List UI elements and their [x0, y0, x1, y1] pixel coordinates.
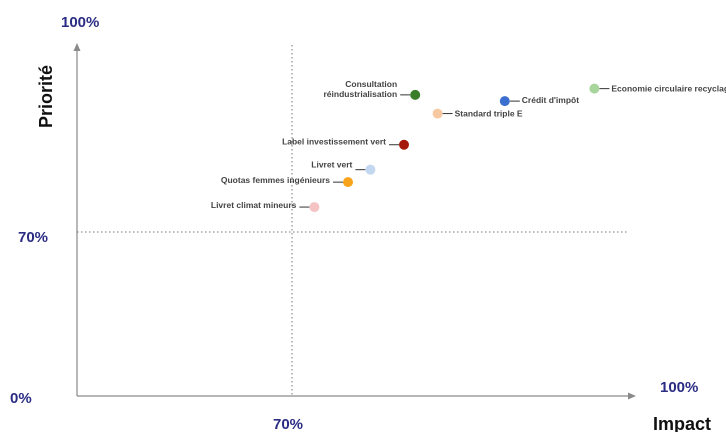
x-axis-arrow — [628, 392, 636, 400]
y-mid-tick-label: 70% — [18, 229, 48, 246]
point-4-label: Label investissement vert — [282, 137, 386, 147]
x-mid-tick-label: 70% — [273, 416, 303, 432]
point-1-marker — [499, 96, 510, 107]
point-6-marker — [343, 177, 353, 188]
x-axis-title: Impact — [653, 414, 711, 432]
point-4-marker — [399, 139, 409, 150]
point-7-marker — [309, 202, 320, 213]
point-5-label: Livret vert — [311, 160, 352, 170]
point-2-label: Consultation réindustrialisation — [324, 79, 398, 99]
point-7-label: Livret climat mineurs — [211, 200, 297, 210]
point-3-label: Standard triple E — [455, 109, 523, 119]
y-max-tick-label: 100% — [61, 14, 99, 31]
y-axis-arrow — [73, 43, 81, 51]
point-5-marker — [365, 164, 376, 175]
point-0-label: Economie circulaire recyclage — [611, 84, 726, 94]
point-0-marker — [589, 83, 600, 94]
y-axis-title: Priorité — [36, 65, 56, 128]
point-3-marker — [432, 108, 443, 119]
point-6-label: Quotas femmes ingénieurs — [221, 175, 330, 185]
point-2-marker — [410, 89, 421, 100]
x-max-tick-label: 100% — [660, 379, 698, 396]
x-origin-tick-label: 0% — [10, 390, 32, 407]
data-points: Economie circulaire recyclage Crédit d'im… — [211, 79, 726, 213]
point-1-label: Crédit d'impôt — [522, 95, 579, 105]
